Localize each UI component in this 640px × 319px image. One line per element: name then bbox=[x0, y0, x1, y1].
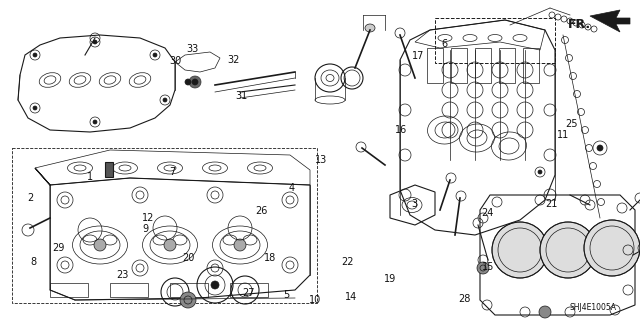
Circle shape bbox=[33, 53, 37, 57]
Text: 29: 29 bbox=[52, 243, 65, 253]
Text: 8: 8 bbox=[30, 256, 36, 267]
Text: 3: 3 bbox=[412, 198, 418, 209]
Text: 22: 22 bbox=[341, 256, 354, 267]
Bar bbox=[230, 283, 268, 297]
Text: FR.: FR. bbox=[568, 18, 591, 31]
Circle shape bbox=[33, 106, 37, 110]
Bar bbox=[12, 148, 317, 303]
Text: 16: 16 bbox=[394, 125, 407, 135]
Bar bbox=[50, 283, 88, 297]
Bar bbox=[523, 48, 539, 83]
Text: 23: 23 bbox=[116, 270, 129, 280]
Text: 7: 7 bbox=[170, 167, 176, 177]
Bar bbox=[451, 48, 467, 83]
Text: 18: 18 bbox=[264, 253, 276, 263]
Circle shape bbox=[492, 222, 548, 278]
Circle shape bbox=[597, 145, 603, 151]
Circle shape bbox=[94, 239, 106, 251]
Text: 25: 25 bbox=[565, 119, 578, 129]
Text: 10: 10 bbox=[308, 295, 321, 306]
Circle shape bbox=[93, 120, 97, 124]
Text: SHJ4E1005A: SHJ4E1005A bbox=[570, 303, 617, 313]
Text: 30: 30 bbox=[169, 56, 182, 66]
Text: 14: 14 bbox=[344, 292, 357, 302]
Text: 5: 5 bbox=[284, 290, 290, 300]
Text: 28: 28 bbox=[458, 294, 471, 304]
Text: 11: 11 bbox=[557, 130, 570, 140]
Circle shape bbox=[93, 40, 97, 44]
Text: 33: 33 bbox=[186, 44, 198, 55]
Text: 12: 12 bbox=[142, 212, 155, 223]
Circle shape bbox=[234, 239, 246, 251]
Text: 4: 4 bbox=[288, 182, 294, 193]
Polygon shape bbox=[590, 10, 630, 32]
Text: 27: 27 bbox=[242, 288, 255, 298]
Text: 17: 17 bbox=[412, 51, 425, 61]
Text: 13: 13 bbox=[315, 155, 328, 165]
Bar bbox=[435, 18, 555, 63]
Text: 32: 32 bbox=[227, 55, 240, 65]
Bar bbox=[427, 48, 443, 83]
Text: 19: 19 bbox=[384, 274, 397, 284]
Ellipse shape bbox=[365, 24, 375, 32]
Circle shape bbox=[192, 79, 198, 85]
Circle shape bbox=[477, 262, 489, 274]
Text: 9: 9 bbox=[143, 224, 149, 234]
Bar bbox=[170, 283, 208, 297]
Circle shape bbox=[540, 222, 596, 278]
Bar bbox=[105, 162, 113, 177]
Text: 1: 1 bbox=[86, 172, 93, 182]
Text: 26: 26 bbox=[255, 206, 268, 216]
Circle shape bbox=[211, 281, 219, 289]
Bar bbox=[475, 48, 491, 83]
Circle shape bbox=[189, 76, 201, 88]
Circle shape bbox=[584, 220, 640, 276]
Bar bbox=[110, 283, 148, 297]
Circle shape bbox=[538, 170, 542, 174]
Circle shape bbox=[539, 306, 551, 318]
Bar bbox=[499, 48, 515, 83]
Text: 6: 6 bbox=[441, 39, 447, 49]
Text: 24: 24 bbox=[481, 208, 494, 218]
Text: 2: 2 bbox=[28, 193, 34, 204]
Text: 20: 20 bbox=[182, 253, 195, 263]
Text: 21: 21 bbox=[545, 199, 558, 209]
Text: 31: 31 bbox=[236, 91, 248, 101]
Circle shape bbox=[163, 98, 167, 102]
Text: 15: 15 bbox=[481, 262, 494, 272]
Circle shape bbox=[180, 292, 196, 308]
Circle shape bbox=[164, 239, 176, 251]
Circle shape bbox=[185, 79, 191, 85]
Circle shape bbox=[153, 53, 157, 57]
